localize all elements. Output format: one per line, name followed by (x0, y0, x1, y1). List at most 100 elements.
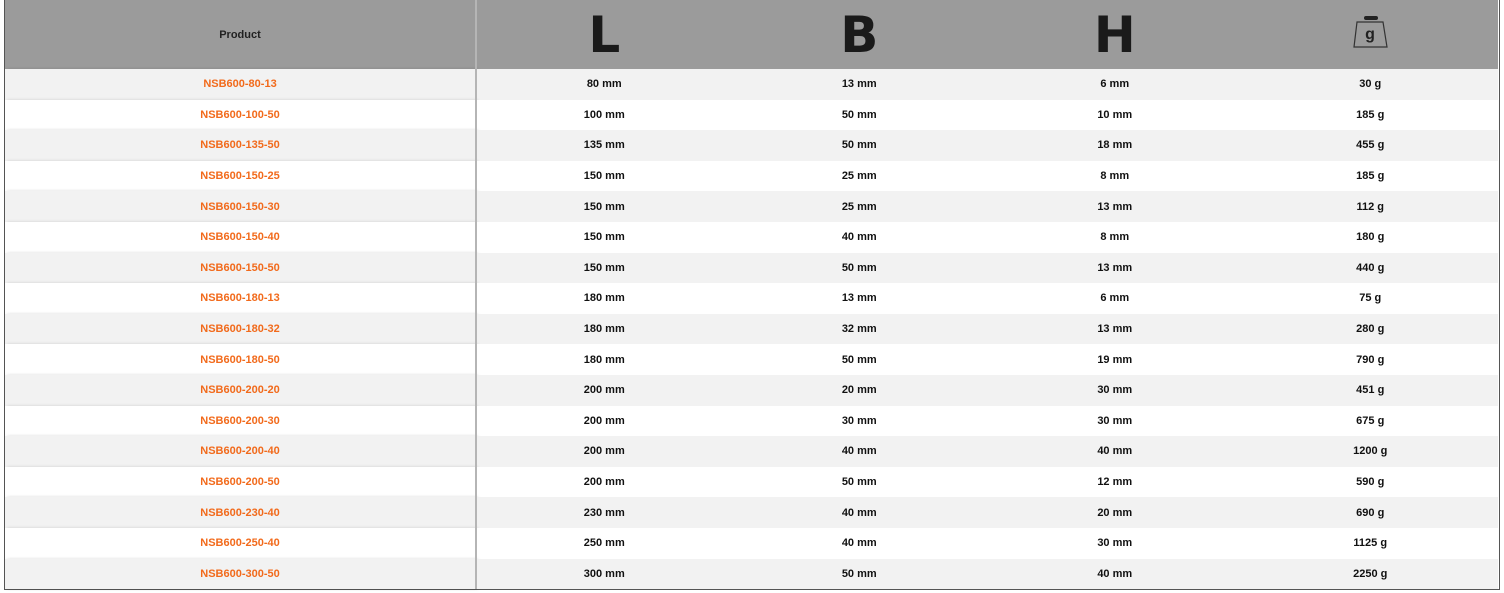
product-link[interactable]: NSB600-250-40 (5, 527, 477, 559)
weight-cell: 185 g (1242, 160, 1498, 192)
height-cell: 8 mm (987, 160, 1243, 192)
width-cell: 30 mm (731, 405, 987, 437)
height-cell: 6 mm (987, 283, 1243, 314)
product-link[interactable]: NSB600-230-40 (5, 497, 477, 528)
length-cell: 100 mm (476, 99, 732, 131)
header-length: L (476, 0, 732, 69)
length-cell: 150 mm (476, 160, 732, 192)
svg-text:g: g (1365, 26, 1375, 43)
table-row: NSB600-135-50 135 mm 50 mm 18 mm 455 g (5, 130, 1498, 161)
width-cell: 50 mm (731, 344, 987, 375)
weight-cell: 675 g (1242, 405, 1498, 437)
weight-cell: 185 g (1242, 99, 1498, 131)
weight-cell: 30 g (1242, 69, 1498, 100)
product-link[interactable]: NSB600-135-50 (5, 130, 477, 161)
length-cell: 250 mm (476, 527, 732, 559)
table-row: NSB600-100-50 100 mm 50 mm 10 mm 185 g (5, 99, 1498, 131)
weight-cell: 451 g (1242, 374, 1498, 406)
table-row: NSB600-200-40 200 mm 40 mm 40 mm 1200 g (5, 436, 1498, 467)
product-link[interactable]: NSB600-200-20 (5, 374, 477, 406)
product-link[interactable]: NSB600-150-30 (5, 191, 477, 222)
height-cell: 18 mm (987, 130, 1243, 161)
product-link[interactable]: NSB600-180-13 (5, 283, 477, 314)
product-dimensions-table: Product L B H g NSB600-80-13 80 mm 13 mm 6 … (5, 0, 1499, 590)
width-cell: 40 mm (731, 527, 987, 559)
length-cell: 150 mm (476, 221, 732, 253)
length-cell: 135 mm (476, 130, 732, 161)
width-cell: 40 mm (731, 436, 987, 467)
weight-cell: 690 g (1242, 497, 1498, 528)
width-cell: 13 mm (731, 283, 987, 314)
weight-cell: 112 g (1242, 191, 1498, 222)
weight-cell: 455 g (1242, 130, 1498, 161)
table-row: NSB600-80-13 80 mm 13 mm 6 mm 30 g (5, 69, 1498, 100)
header-height: H (987, 0, 1243, 69)
height-cell: 40 mm (987, 558, 1243, 590)
weight-cell: 280 g (1242, 313, 1498, 345)
product-link[interactable]: NSB600-150-40 (5, 221, 477, 253)
height-cell: 30 mm (987, 405, 1243, 437)
table-row: NSB600-180-50 180 mm 50 mm 19 mm 790 g (5, 344, 1498, 375)
product-link[interactable]: NSB600-200-40 (5, 436, 477, 467)
height-cell: 30 mm (987, 527, 1243, 559)
height-cell: 13 mm (987, 252, 1243, 284)
header-product: Product (5, 0, 477, 69)
weight-cell: 180 g (1242, 221, 1498, 253)
length-cell: 150 mm (476, 191, 732, 222)
height-cell: 40 mm (987, 436, 1243, 467)
width-cell: 40 mm (731, 497, 987, 528)
width-cell: 50 mm (731, 130, 987, 161)
length-cell: 200 mm (476, 374, 732, 406)
width-cell: 13 mm (731, 69, 987, 100)
length-cell: 230 mm (476, 497, 732, 528)
header-width: B (731, 0, 987, 69)
table-row: NSB600-200-20 200 mm 20 mm 30 mm 451 g (5, 374, 1498, 406)
product-link[interactable]: NSB600-180-50 (5, 344, 477, 375)
height-cell: 19 mm (987, 344, 1243, 375)
product-link[interactable]: NSB600-100-50 (5, 99, 477, 131)
length-cell: 80 mm (476, 69, 732, 100)
table-header-row: Product L B H g (5, 0, 1498, 69)
header-weight: g (1242, 0, 1498, 69)
weight-cell: 790 g (1242, 344, 1498, 375)
height-cell: 13 mm (987, 313, 1243, 345)
table-row: NSB600-150-40 150 mm 40 mm 8 mm 180 g (5, 221, 1498, 253)
height-cell: 30 mm (987, 374, 1243, 406)
table-row: NSB600-230-40 230 mm 40 mm 20 mm 690 g (5, 497, 1498, 528)
length-cell: 200 mm (476, 436, 732, 467)
product-link[interactable]: NSB600-150-50 (5, 252, 477, 284)
weight-cell: 2250 g (1242, 558, 1498, 590)
width-cell: 20 mm (731, 374, 987, 406)
width-cell: 32 mm (731, 313, 987, 345)
table-row: NSB600-150-50 150 mm 50 mm 13 mm 440 g (5, 252, 1498, 284)
weight-cell: 1125 g (1242, 527, 1498, 559)
width-cell: 25 mm (731, 160, 987, 192)
length-cell: 200 mm (476, 405, 732, 437)
table-row: NSB600-250-40 250 mm 40 mm 30 mm 1125 g (5, 527, 1498, 559)
length-cell: 150 mm (476, 252, 732, 284)
product-link[interactable]: NSB600-150-25 (5, 160, 477, 192)
product-link[interactable]: NSB600-300-50 (5, 558, 477, 590)
product-link[interactable]: NSB600-200-30 (5, 405, 477, 437)
product-link[interactable]: NSB600-200-50 (5, 466, 477, 498)
height-cell: 6 mm (987, 69, 1243, 100)
width-cell: 50 mm (731, 558, 987, 590)
product-link[interactable]: NSB600-80-13 (5, 69, 477, 100)
weight-icon: g (1353, 16, 1388, 48)
table-row: NSB600-180-32 180 mm 32 mm 13 mm 280 g (5, 313, 1498, 345)
width-cell: 50 mm (731, 99, 987, 131)
weight-cell: 440 g (1242, 252, 1498, 284)
width-cell: 25 mm (731, 191, 987, 222)
height-cell: 20 mm (987, 497, 1243, 528)
table-row: NSB600-150-30 150 mm 25 mm 13 mm 112 g (5, 191, 1498, 222)
length-cell: 180 mm (476, 283, 732, 314)
table-row: NSB600-300-50 300 mm 50 mm 40 mm 2250 g (5, 558, 1498, 590)
width-cell: 50 mm (731, 252, 987, 284)
product-link[interactable]: NSB600-180-32 (5, 313, 477, 345)
width-cell: 40 mm (731, 221, 987, 253)
length-cell: 180 mm (476, 313, 732, 345)
weight-cell: 75 g (1242, 283, 1498, 314)
weight-cell: 590 g (1242, 466, 1498, 498)
length-cell: 180 mm (476, 344, 732, 375)
height-cell: 10 mm (987, 99, 1243, 131)
